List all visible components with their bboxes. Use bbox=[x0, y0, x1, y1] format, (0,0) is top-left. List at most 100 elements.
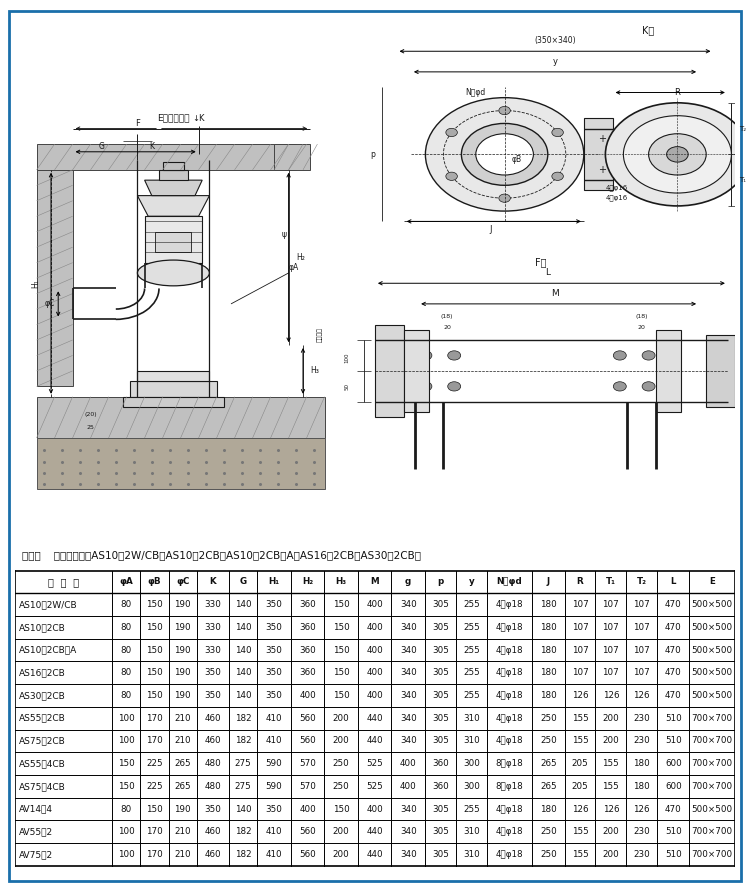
Text: 250: 250 bbox=[540, 714, 556, 723]
Text: 107: 107 bbox=[572, 600, 588, 609]
Text: 25: 25 bbox=[87, 425, 94, 430]
Bar bbox=[123, 397, 224, 407]
Text: 4－φ18: 4－φ18 bbox=[496, 646, 524, 655]
Text: 泵  型  号: 泵 型 号 bbox=[48, 577, 80, 587]
Text: 107: 107 bbox=[602, 646, 619, 655]
Text: 460: 460 bbox=[205, 714, 221, 723]
Text: 107: 107 bbox=[602, 600, 619, 609]
Text: 400: 400 bbox=[366, 600, 383, 609]
Text: 330: 330 bbox=[205, 600, 221, 609]
Text: 80: 80 bbox=[121, 623, 132, 632]
Text: R: R bbox=[674, 88, 680, 97]
Text: 180: 180 bbox=[540, 600, 556, 609]
Text: 255: 255 bbox=[463, 805, 480, 814]
Text: 170: 170 bbox=[146, 737, 163, 746]
Text: 570: 570 bbox=[299, 782, 316, 791]
Text: 500×500: 500×500 bbox=[692, 646, 733, 655]
Text: 210: 210 bbox=[175, 850, 191, 859]
Text: (18): (18) bbox=[635, 314, 648, 319]
Text: 525: 525 bbox=[366, 782, 383, 791]
Text: 155: 155 bbox=[572, 737, 588, 746]
Text: 80: 80 bbox=[121, 600, 132, 609]
Text: 600: 600 bbox=[665, 759, 682, 768]
Text: K: K bbox=[210, 577, 216, 586]
Text: M: M bbox=[370, 577, 379, 586]
Text: 4－φ18: 4－φ18 bbox=[496, 623, 524, 632]
Text: 190: 190 bbox=[175, 600, 191, 609]
Text: 460: 460 bbox=[205, 827, 221, 837]
Circle shape bbox=[623, 116, 731, 193]
Text: E最小的池口: E最小的池口 bbox=[158, 114, 190, 123]
Text: 200: 200 bbox=[602, 850, 619, 859]
Bar bbox=[159, 169, 188, 180]
Polygon shape bbox=[137, 195, 209, 216]
Text: 80: 80 bbox=[121, 805, 132, 814]
Text: 400: 400 bbox=[400, 759, 416, 768]
Text: K: K bbox=[149, 142, 154, 151]
Bar bbox=[37, 144, 296, 169]
Bar bbox=[274, 144, 310, 169]
Text: 350: 350 bbox=[266, 691, 283, 700]
Bar bbox=[584, 119, 613, 191]
Text: 80: 80 bbox=[121, 668, 132, 677]
Text: 155: 155 bbox=[602, 782, 619, 791]
Text: 340: 340 bbox=[400, 850, 416, 859]
Text: 190: 190 bbox=[175, 646, 191, 655]
Text: 107: 107 bbox=[572, 623, 588, 632]
Text: 4－φ18: 4－φ18 bbox=[496, 600, 524, 609]
Bar bbox=[706, 334, 735, 407]
Text: 250: 250 bbox=[540, 827, 556, 837]
Text: 265: 265 bbox=[175, 782, 191, 791]
Text: 410: 410 bbox=[266, 737, 282, 746]
Text: 400: 400 bbox=[366, 691, 383, 700]
Text: 480: 480 bbox=[205, 759, 221, 768]
Text: 470: 470 bbox=[665, 668, 682, 677]
Text: 20: 20 bbox=[443, 325, 451, 329]
Text: AS30－2CB: AS30－2CB bbox=[20, 691, 66, 700]
Text: 155: 155 bbox=[572, 714, 588, 723]
Text: 140: 140 bbox=[235, 805, 251, 814]
Text: 255: 255 bbox=[463, 623, 480, 632]
Text: AV14－4: AV14－4 bbox=[20, 805, 53, 814]
Text: L: L bbox=[670, 577, 676, 586]
Text: 107: 107 bbox=[633, 668, 650, 677]
Text: 590: 590 bbox=[266, 759, 283, 768]
Text: 340: 340 bbox=[400, 668, 416, 677]
Text: 150: 150 bbox=[333, 805, 350, 814]
Text: φA: φA bbox=[119, 577, 134, 586]
Text: 700×700: 700×700 bbox=[692, 737, 733, 746]
Circle shape bbox=[425, 97, 584, 211]
Text: T₁: T₁ bbox=[606, 577, 616, 586]
Text: H₃: H₃ bbox=[310, 367, 319, 376]
Text: 225: 225 bbox=[146, 782, 163, 791]
Text: 440: 440 bbox=[366, 827, 383, 837]
Circle shape bbox=[461, 123, 548, 186]
Text: 300: 300 bbox=[463, 759, 480, 768]
Text: 400: 400 bbox=[366, 646, 383, 655]
Text: T₁: T₁ bbox=[739, 178, 746, 183]
Text: 8－φ18: 8－φ18 bbox=[496, 759, 524, 768]
Text: 510: 510 bbox=[665, 827, 682, 837]
Text: 700×700: 700×700 bbox=[692, 850, 733, 859]
Text: 360: 360 bbox=[299, 623, 316, 632]
Text: 200: 200 bbox=[333, 737, 350, 746]
Text: 230: 230 bbox=[633, 737, 650, 746]
Text: AS75－4CB: AS75－4CB bbox=[20, 782, 66, 791]
Text: 340: 340 bbox=[400, 714, 416, 723]
Text: 570: 570 bbox=[299, 759, 316, 768]
Text: 180: 180 bbox=[633, 759, 650, 768]
Text: AV75－2: AV75－2 bbox=[20, 850, 53, 859]
Text: φC: φC bbox=[44, 300, 55, 309]
Text: φB: φB bbox=[512, 155, 522, 164]
Text: 210: 210 bbox=[175, 827, 191, 837]
Text: 500×500: 500×500 bbox=[692, 600, 733, 609]
Text: 107: 107 bbox=[572, 646, 588, 655]
Text: 340: 340 bbox=[400, 737, 416, 746]
Text: 500×500: 500×500 bbox=[692, 668, 733, 677]
Text: 8－φ18: 8－φ18 bbox=[496, 782, 524, 791]
Text: 4－φ18: 4－φ18 bbox=[496, 850, 524, 859]
Text: 140: 140 bbox=[235, 646, 251, 655]
Text: 107: 107 bbox=[633, 623, 650, 632]
Text: 340: 340 bbox=[400, 827, 416, 837]
Circle shape bbox=[552, 128, 563, 136]
